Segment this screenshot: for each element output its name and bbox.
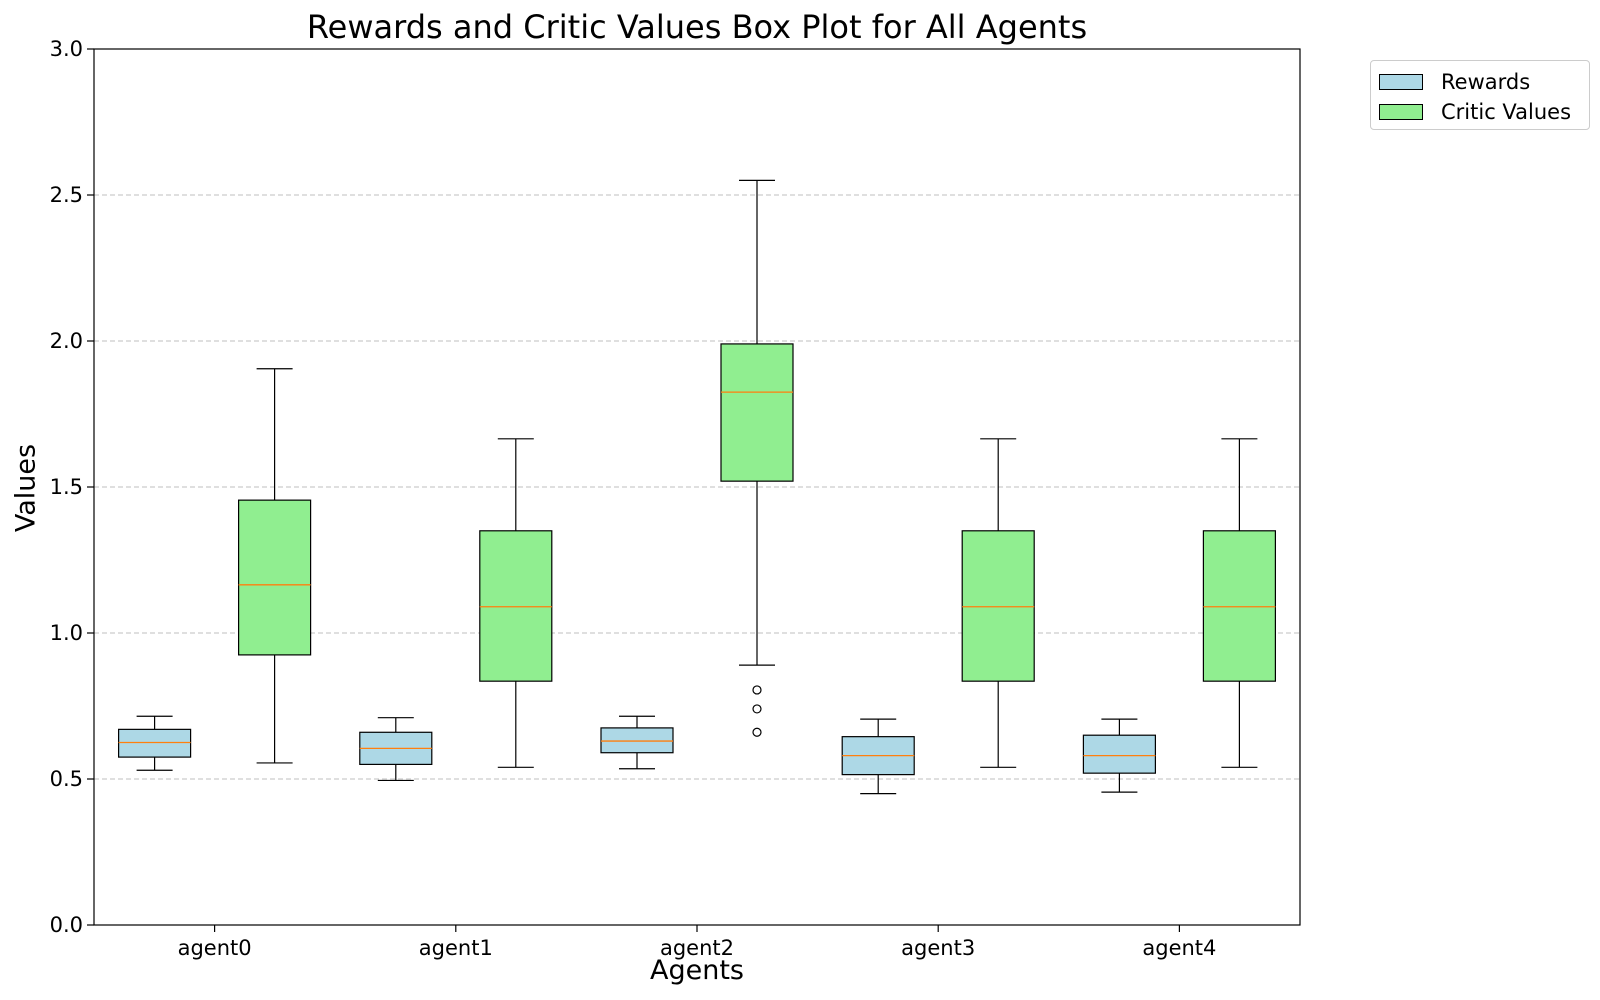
legend-item-critic-values: Critic Values <box>1379 100 1572 124</box>
box-critic-values-agent0 <box>238 368 312 764</box>
box-body <box>1082 734 1157 774</box>
box-critic-values-agent2 <box>720 179 794 737</box>
box-critic-values-agent3 <box>961 438 1035 768</box>
box-body <box>479 530 553 682</box>
box-rewards-agent0 <box>117 715 192 771</box>
y-tick-label: 2.5 <box>50 183 83 207</box>
x-tick-label: agent4 <box>1142 936 1216 960</box>
x-tick-label: agent1 <box>419 936 493 960</box>
y-tick-label: 3.0 <box>50 37 83 61</box>
legend-swatch-rewards <box>1379 74 1423 90</box>
box-body <box>117 728 192 758</box>
y-axis-label: Values <box>10 443 42 533</box>
outlier-point <box>752 727 762 737</box>
x-tick-label: agent2 <box>660 936 734 960</box>
legend: Rewards Critic Values <box>1370 60 1590 130</box>
x-tick-label: agent3 <box>901 936 975 960</box>
box-rewards-agent2 <box>600 715 674 770</box>
legend-label-rewards: Rewards <box>1441 70 1531 94</box>
x-tick-label: agent0 <box>178 936 252 960</box>
x-axis-label: Agents <box>650 955 744 986</box>
outlier-point <box>752 704 762 714</box>
chart-title: Rewards and Critic Values Box Plot for A… <box>306 8 1088 46</box>
y-tick-label: 1.0 <box>50 621 83 645</box>
box-body <box>600 727 674 754</box>
box-body <box>238 499 312 656</box>
box-plots <box>117 179 1277 795</box>
box-critic-values-agent1 <box>479 438 553 768</box>
legend-swatch-critic-values <box>1379 104 1423 120</box>
box-critic-values-agent4 <box>1202 438 1277 768</box>
box-body <box>1202 530 1277 682</box>
box-rewards-agent4 <box>1082 718 1157 793</box>
box-body <box>720 343 794 482</box>
y-tick-label: 2.0 <box>50 329 83 353</box>
legend-item-rewards: Rewards <box>1379 70 1531 94</box>
box-rewards-agent1 <box>359 717 433 782</box>
axes: 0.0 0.5 1.0 1.5 2.0 2.5 3.0 agent0 agent1 agent2 a… <box>50 37 1217 960</box>
box-rewards-agent3 <box>841 718 915 795</box>
y-tick-label: 1.5 <box>50 475 83 499</box>
legend-label-critic-values: Critic Values <box>1441 100 1572 124</box>
y-tick-label: 0.5 <box>50 767 83 791</box>
y-tick-label: 0.0 <box>50 913 83 937</box>
box-body <box>961 530 1035 682</box>
outlier-point <box>752 685 762 695</box>
